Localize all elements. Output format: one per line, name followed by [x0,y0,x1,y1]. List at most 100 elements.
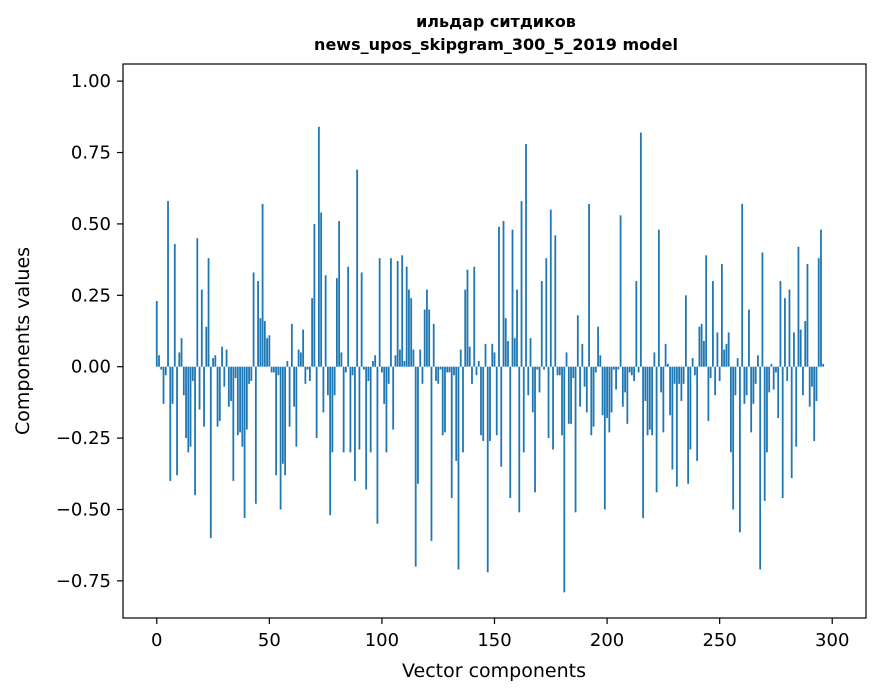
bar-84 [345,366,347,373]
y-axis-label: Components values [12,247,34,435]
bar-126 [439,366,442,370]
bar-148 [489,366,491,441]
bar-240 [696,366,699,461]
bar-77 [329,366,332,516]
bar-176 [552,366,554,450]
bar-194 [592,366,595,427]
bar-196 [597,326,599,367]
bar-76 [326,366,329,396]
bar-160 [516,289,518,367]
bar-57 [284,366,287,476]
bar-1 [158,355,160,367]
bar-78 [331,366,334,453]
bar-103 [387,366,390,384]
bar-291 [811,366,813,387]
y-tick-label: 1.00 [71,71,111,92]
y-tick-label: 0.25 [71,285,111,306]
bar-184 [570,366,572,424]
bar-247 [712,281,714,367]
bar-233 [680,366,683,401]
bar-248 [714,366,717,396]
bar-35 [234,366,237,379]
bar-149 [491,343,494,367]
x-axis-label: Vector components [402,660,586,682]
bar-48 [263,321,266,367]
bar-197 [599,355,602,367]
bar-91 [360,272,363,367]
bar-153 [500,366,503,467]
bar-238 [691,358,694,367]
bar-175 [549,209,552,367]
bar-38 [241,366,244,447]
bar-47 [261,203,264,367]
bar-208 [624,366,626,393]
bar-260 [741,203,744,367]
bar-28 [218,366,221,421]
bar-118 [421,366,424,384]
bar-16 [191,366,194,381]
bar-20 [200,289,203,367]
y-tick-label: 0.75 [71,143,111,164]
bar-0 [155,301,158,367]
bar-125 [437,366,440,384]
bar-288 [804,321,807,367]
bar-182 [565,352,568,367]
bar-21 [203,366,205,427]
bar-151 [495,366,498,436]
bar-154 [502,221,505,367]
bar-130 [448,366,451,373]
bar-12 [182,366,185,396]
bar-2 [160,366,163,370]
bar-72 [317,126,320,367]
bar-11 [180,338,183,367]
bar-127 [441,366,444,436]
bar-83 [342,366,345,453]
bar-217 [644,366,647,401]
bar-42 [250,366,253,381]
bar-124 [435,366,437,381]
bar-74 [322,366,325,413]
bar-40 [245,366,248,430]
bar-45 [257,281,259,367]
bar-159 [513,338,516,367]
bar-244 [705,255,708,367]
bar-178 [556,366,559,376]
bar-165 [527,366,530,396]
bar-199 [603,366,606,510]
bar-23 [207,258,210,367]
bar-155 [504,318,507,367]
bar-51 [270,366,273,373]
bar-46 [259,318,262,367]
bar-272 [768,366,771,393]
bar-265 [752,366,755,404]
bar-252 [723,349,726,367]
bar-24 [209,366,212,539]
bar-221 [653,352,656,367]
bar-129 [446,366,449,373]
x-axis-ticks: 0 50 100 150 200 250 300 [151,618,849,651]
bar-270 [763,366,766,501]
bar-141 [473,266,476,367]
bar-264 [750,366,753,433]
bar-180 [561,366,563,436]
bar-191 [585,366,588,413]
bar-169 [536,366,539,370]
bar-193 [590,366,593,436]
bar-285 [797,246,800,367]
bar-170 [538,366,541,393]
bar-101 [383,366,386,404]
bar-201 [608,366,611,433]
bar-110 [403,360,406,367]
bar-245 [707,366,710,421]
bar-64 [299,352,302,367]
bar-61 [293,366,296,407]
bar-225 [662,366,665,433]
bar-93 [365,366,368,490]
bar-195 [594,366,597,373]
y-tick-label: 0.00 [71,357,111,378]
bar-222 [655,366,658,493]
bar-258 [736,358,739,367]
bar-73 [320,212,323,367]
bar-55 [279,366,282,510]
bar-267 [757,355,759,367]
